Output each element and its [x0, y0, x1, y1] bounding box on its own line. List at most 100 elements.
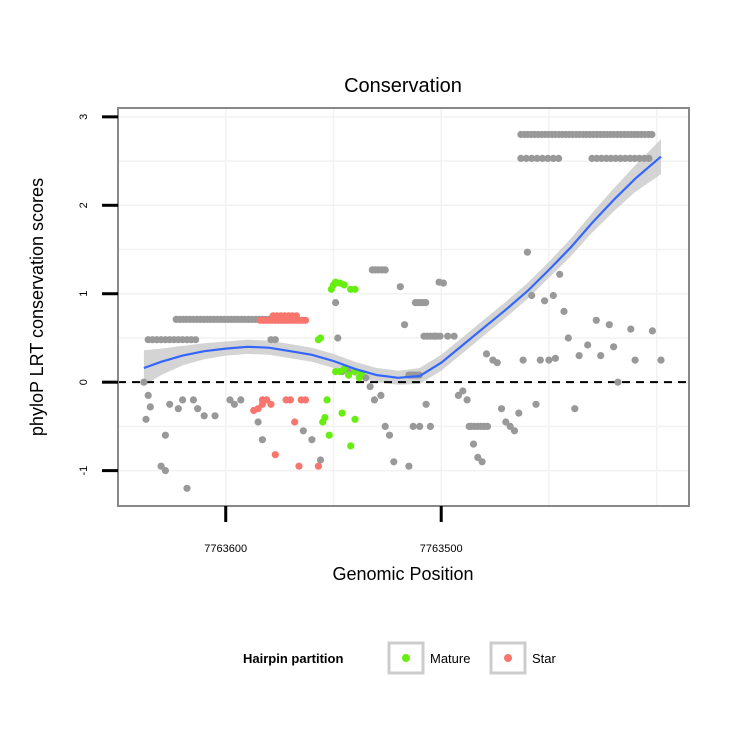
point-other [517, 154, 525, 162]
point-star [267, 400, 275, 408]
point-other [515, 409, 523, 417]
point-other [381, 422, 389, 430]
points-layer [140, 130, 665, 492]
point-mature [351, 285, 359, 293]
point-other [533, 154, 541, 162]
series-star [250, 312, 322, 470]
point-star [271, 451, 279, 459]
point-other [299, 427, 307, 435]
point-mature [316, 334, 325, 342]
point-other [627, 325, 635, 333]
point-other [381, 266, 389, 274]
y-tick-label: -1 [78, 466, 90, 476]
point-other [454, 391, 462, 399]
point-other [192, 336, 200, 344]
point-other [506, 422, 514, 430]
point-other [230, 400, 238, 408]
point-other [560, 307, 568, 315]
point-other [459, 387, 467, 395]
y-tick-label: 1 [78, 291, 90, 297]
point-other [254, 418, 262, 426]
point-mature [345, 371, 353, 379]
point-other [545, 356, 553, 364]
point-other [140, 378, 148, 386]
point-other [385, 431, 394, 439]
point-other [422, 400, 430, 408]
point-other [549, 154, 557, 162]
point-other [258, 436, 266, 444]
point-other [575, 352, 583, 360]
point-other [161, 431, 169, 439]
point-other [555, 154, 563, 162]
point-other [316, 456, 325, 464]
y-tick-label: 3 [78, 114, 90, 120]
y-axis: -1 0 1 2 3 [78, 114, 118, 476]
point-other [571, 405, 579, 413]
point-other [549, 291, 557, 300]
point-star [292, 312, 300, 320]
point-other [194, 405, 202, 413]
point-other [584, 341, 592, 349]
point-other [444, 332, 452, 340]
point-other [390, 458, 398, 466]
point-star [295, 462, 303, 470]
smooth-line [143, 155, 662, 379]
legend-swatch-mature [402, 654, 410, 662]
x-tick-label: 7763500 [420, 543, 463, 555]
grid-lines [118, 108, 689, 506]
point-mature [340, 281, 348, 289]
series-mature [314, 278, 366, 450]
series-other [140, 130, 665, 492]
point-other [211, 412, 219, 420]
legend: Hairpin partition Mature Star [243, 641, 557, 675]
point-other [271, 336, 279, 344]
point-other [541, 297, 549, 305]
point-other [366, 383, 374, 391]
point-other [497, 405, 506, 413]
point-other [226, 396, 234, 404]
point-other [416, 422, 424, 430]
point-other [409, 422, 417, 430]
panel-background [118, 108, 689, 506]
y-axis-label: phyloP LRT conservation scores [27, 178, 47, 436]
point-other [592, 316, 600, 324]
point-other [556, 270, 564, 278]
point-other [334, 334, 342, 342]
point-other [401, 321, 409, 329]
x-tick-label: 7763600 [204, 543, 247, 555]
point-other [308, 436, 316, 444]
point-other [377, 391, 385, 399]
point-mature [338, 409, 346, 417]
point-other [528, 154, 536, 162]
point-mature [351, 415, 359, 423]
point-star [301, 316, 310, 324]
point-other [332, 299, 340, 307]
point-mature [347, 442, 355, 450]
point-star [286, 396, 294, 404]
point-other [426, 422, 434, 430]
point-other [645, 154, 653, 162]
point-other [183, 484, 191, 492]
point-other [519, 356, 527, 364]
y-tick-label: 2 [78, 202, 90, 208]
point-mature [323, 396, 331, 404]
point-other [657, 356, 665, 364]
point-other [174, 405, 182, 413]
point-other [200, 412, 208, 420]
point-other [648, 130, 656, 139]
point-other [631, 356, 639, 364]
point-other [551, 354, 560, 362]
point-other [564, 334, 572, 342]
point-other [146, 403, 154, 411]
point-star [301, 396, 310, 404]
point-other [538, 154, 547, 162]
point-other [142, 415, 150, 423]
point-other [522, 154, 530, 162]
point-other [605, 321, 613, 329]
point-star [314, 462, 322, 470]
point-other [422, 299, 430, 307]
point-other [405, 462, 413, 470]
point-other [179, 396, 187, 404]
point-star [258, 396, 266, 404]
